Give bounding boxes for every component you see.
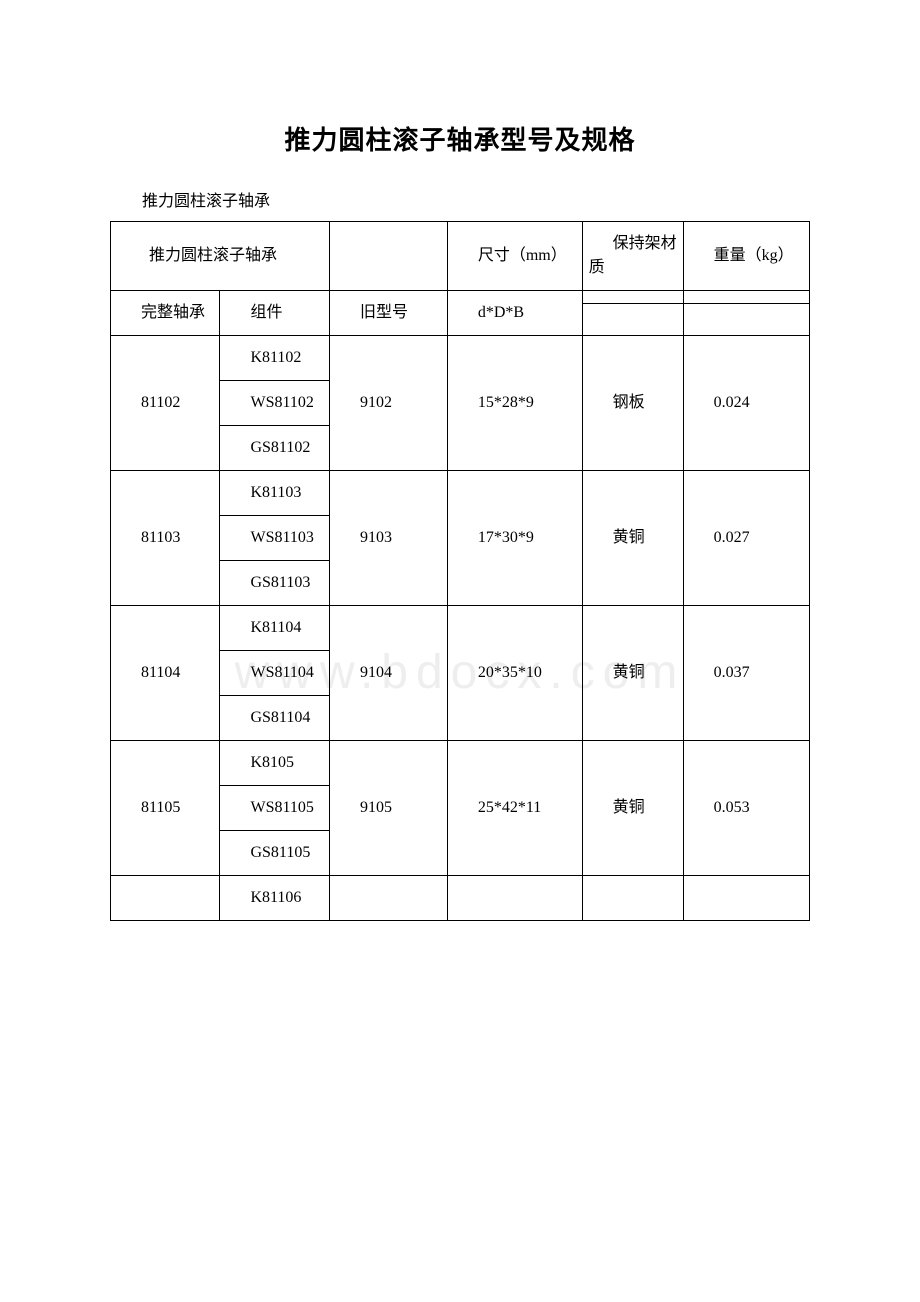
cell-size: 15*28*9 <box>447 336 582 471</box>
th-dim-label: d*D*B <box>447 291 582 336</box>
cell-cage: 黄铜 <box>582 741 683 876</box>
cell-old-model: 9105 <box>329 741 447 876</box>
table-row: 81105 K8105 9105 25*42*11 黄铜 0.053 <box>111 741 810 786</box>
cell-weight <box>683 876 809 921</box>
cell-bearing: 81103 <box>111 471 220 606</box>
page-title: 推力圆柱滚子轴承型号及规格 <box>110 120 810 157</box>
th-empty <box>582 304 683 336</box>
cell-cage: 黄铜 <box>582 606 683 741</box>
cell-cage <box>582 876 683 921</box>
cell-component: GS81105 <box>220 831 329 876</box>
cell-cage: 钢板 <box>582 336 683 471</box>
cell-component: WS81105 <box>220 786 329 831</box>
cell-bearing: 81105 <box>111 741 220 876</box>
cell-bearing: 81102 <box>111 336 220 471</box>
cell-component: K81104 <box>220 606 329 651</box>
th-empty <box>329 222 447 291</box>
table-row: 81103 K81103 9103 17*30*9 黄铜 0.027 <box>111 471 810 516</box>
cell-old-model <box>329 876 447 921</box>
th-full-bearing: 完整轴承 <box>111 291 220 336</box>
cell-size: 20*35*10 <box>447 606 582 741</box>
cell-component: GS81102 <box>220 426 329 471</box>
cell-component: K81106 <box>220 876 329 921</box>
table-header-row: 完整轴承 组件 旧型号 d*D*B <box>111 291 810 304</box>
th-old-model: 旧型号 <box>329 291 447 336</box>
cell-old-model: 9102 <box>329 336 447 471</box>
cell-weight: 0.027 <box>683 471 809 606</box>
th-component: 组件 <box>220 291 329 336</box>
table-row: 81102 K81102 9102 15*28*9 钢板 0.024 <box>111 336 810 381</box>
cell-size: 25*42*11 <box>447 741 582 876</box>
cell-cage: 黄铜 <box>582 471 683 606</box>
document-page: www.bdocx.com 推力圆柱滚子轴承型号及规格 推力圆柱滚子轴承 推力圆… <box>0 0 920 981</box>
th-bearing-span: 推力圆柱滚子轴承 <box>111 222 330 291</box>
cell-weight: 0.037 <box>683 606 809 741</box>
page-subtitle: 推力圆柱滚子轴承 <box>110 187 810 211</box>
th-size: 尺寸（mm） <box>447 222 582 291</box>
th-weight: 重量（kg） <box>683 222 809 291</box>
cell-component: WS81104 <box>220 651 329 696</box>
cell-component: WS81103 <box>220 516 329 561</box>
cell-component: GS81104 <box>220 696 329 741</box>
cell-component: WS81102 <box>220 381 329 426</box>
table-header-row: 推力圆柱滚子轴承 尺寸（mm） 保持架材质 重量（kg） <box>111 222 810 291</box>
th-empty <box>582 291 683 304</box>
cell-old-model: 9104 <box>329 606 447 741</box>
cell-bearing <box>111 876 220 921</box>
th-empty <box>683 304 809 336</box>
cell-component: K81102 <box>220 336 329 381</box>
table-row: 81104 K81104 9104 20*35*10 黄铜 0.037 <box>111 606 810 651</box>
cell-size <box>447 876 582 921</box>
cell-component: GS81103 <box>220 561 329 606</box>
cell-size: 17*30*9 <box>447 471 582 606</box>
table-row: K81106 <box>111 876 810 921</box>
th-cage: 保持架材质 <box>582 222 683 291</box>
cell-component: K8105 <box>220 741 329 786</box>
cell-bearing: 81104 <box>111 606 220 741</box>
cell-weight: 0.053 <box>683 741 809 876</box>
bearing-spec-table: 推力圆柱滚子轴承 尺寸（mm） 保持架材质 重量（kg） 完整轴承 组件 旧型号… <box>110 221 810 921</box>
cell-old-model: 9103 <box>329 471 447 606</box>
cell-weight: 0.024 <box>683 336 809 471</box>
th-empty <box>683 291 809 304</box>
cell-component: K81103 <box>220 471 329 516</box>
